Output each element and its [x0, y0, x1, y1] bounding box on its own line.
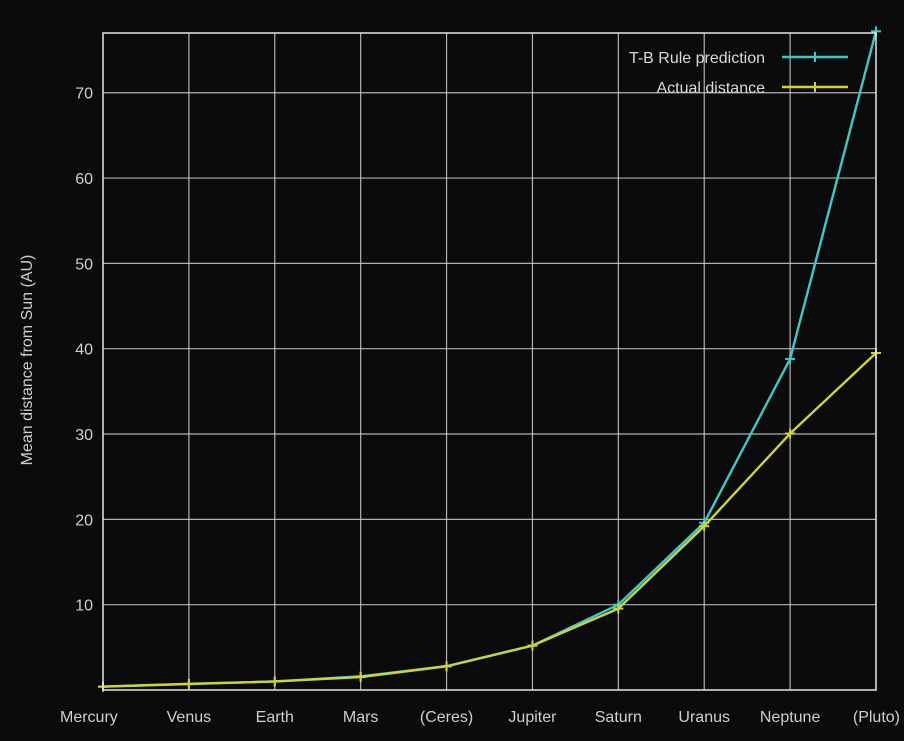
y-tick-label: 40 [75, 342, 93, 359]
legend-label: T-B Rule prediction [629, 50, 765, 67]
x-tick-label: Earth [256, 709, 294, 726]
plot-frame [102, 32, 877, 691]
x-tick-label: Saturn [595, 709, 642, 726]
x-tick-label: (Pluto) [853, 709, 900, 726]
legend-label: Actual distance [656, 80, 765, 97]
y-tick-label: 20 [75, 512, 93, 529]
legend-item-actual-distance: Actual distance [656, 80, 848, 97]
actual-distance-point [527, 640, 538, 651]
x-tick-label: (Ceres) [420, 709, 473, 726]
x-tick-label: Mercury [60, 709, 118, 726]
y-axis-title: Mean distance from Sun (AU) [19, 255, 36, 466]
x-tick-label: Mars [343, 709, 379, 726]
x-tick-label: Uranus [678, 709, 730, 726]
actual-distance-point [183, 678, 194, 689]
y-tick-label: 70 [75, 86, 93, 103]
y-tick-label: 30 [75, 427, 93, 444]
axes: 10 20 30 40 50 60 70 Mercury Venus Earth Mars (Cere… [60, 32, 900, 726]
y-tick-label: 10 [75, 598, 93, 615]
y-tick-label: 50 [75, 256, 93, 273]
legend: T-B Rule prediction Actual distance [629, 50, 848, 97]
actual-distance-point [613, 603, 624, 614]
tb-prediction-point [785, 353, 796, 364]
actual-distance-point [699, 521, 710, 532]
actual-distance-point [269, 676, 280, 687]
actual-distance-point [441, 661, 452, 672]
actual-distance-point [785, 428, 796, 439]
y-tick-label: 60 [75, 171, 93, 188]
x-tick-label: Neptune [760, 709, 821, 726]
actual-distance-line [102, 352, 877, 688]
grid [103, 33, 876, 690]
legend-item-tb-prediction: T-B Rule prediction [629, 50, 848, 67]
x-tick-label: Venus [167, 709, 211, 726]
x-tick-label: Jupiter [508, 709, 557, 726]
actual-distance-point [355, 672, 366, 683]
